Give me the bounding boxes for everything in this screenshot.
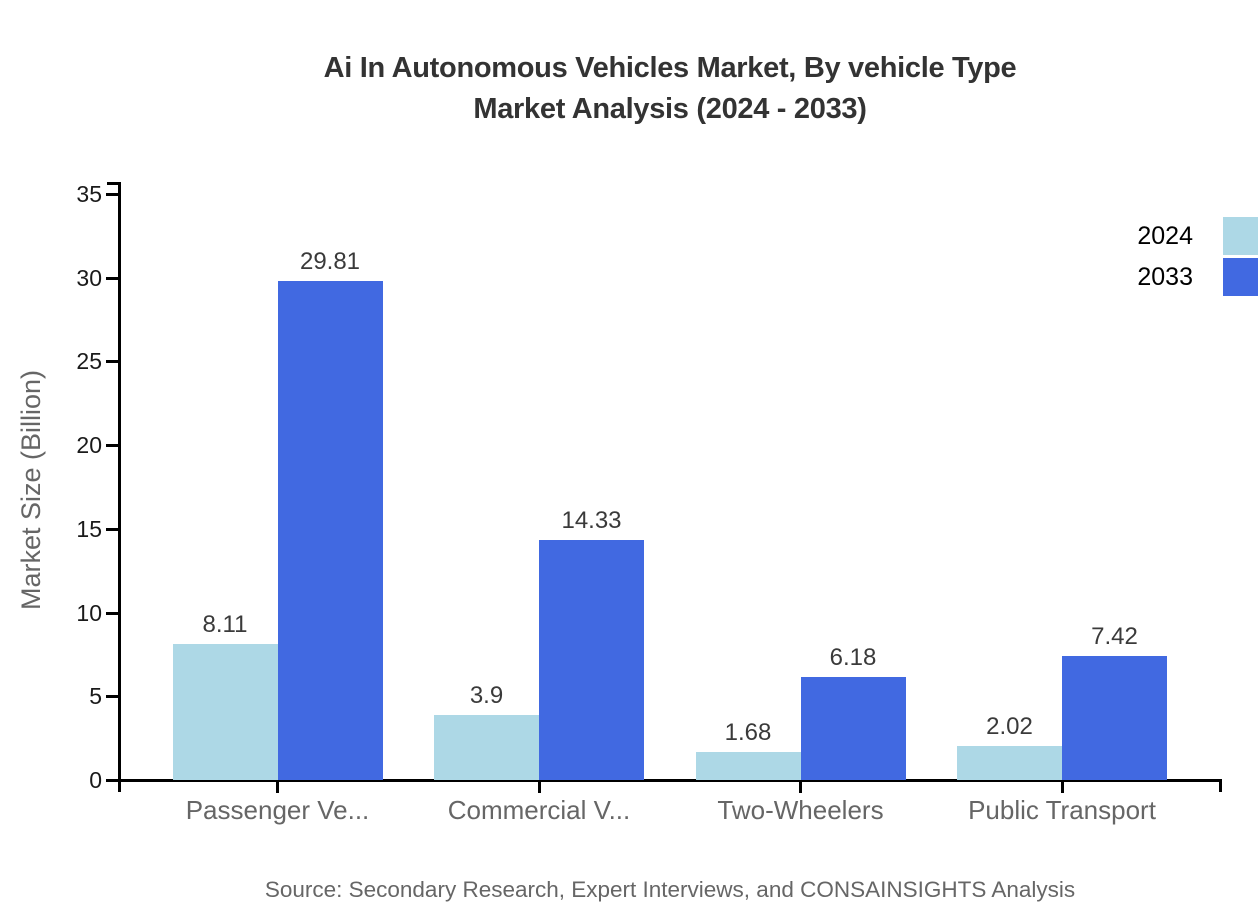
bar-2024 <box>172 644 278 780</box>
bar-2024 <box>695 751 801 780</box>
bar-2033 <box>277 280 383 780</box>
bar-2033 <box>539 540 644 780</box>
x-tick-mark <box>1060 781 1064 793</box>
y-tick-label: 20 <box>76 432 102 459</box>
chart-title: Ai In Autonomous Vehicles Market, By veh… <box>323 52 1017 84</box>
bar-2033 <box>1062 655 1167 780</box>
bar-2033 <box>800 676 906 780</box>
x-axis-outer-tick-right <box>1219 779 1222 792</box>
bar-2024 <box>957 746 1062 780</box>
x-category-label: Two-Wheelers <box>717 795 884 825</box>
y-tick-label: 15 <box>76 515 102 542</box>
bar-value-label: 6.18 <box>829 643 877 671</box>
y-tick-label: 10 <box>76 599 102 626</box>
y-tick-mark <box>106 527 119 531</box>
y-tick-label: 30 <box>76 264 102 291</box>
y-tick-mark <box>106 695 119 699</box>
y-tick-label: 35 <box>76 181 102 207</box>
legend-label: 2033 <box>1137 262 1193 291</box>
bar-value-label: 29.81 <box>299 247 361 275</box>
y-tick-mark <box>106 779 119 782</box>
y-tick-mark <box>106 276 119 280</box>
y-tick-label: 0 <box>89 767 102 793</box>
chart-subtitle: Market Analysis (2024 - 2033) <box>473 93 867 125</box>
x-axis-line <box>118 779 1222 782</box>
x-category-label: Passenger Ve... <box>185 795 370 825</box>
y-tick-mark <box>106 360 119 364</box>
source-note: Source: Secondary Research, Expert Inter… <box>264 877 1076 902</box>
y-tick-label: 25 <box>76 348 102 375</box>
x-axis-outer-tick-left <box>118 779 121 792</box>
y-tick-mark <box>106 611 119 615</box>
x-category-label: Commercial V... <box>447 795 631 825</box>
bar-value-label: 14.33 <box>561 507 622 535</box>
bar-value-label: 1.68 <box>724 718 772 746</box>
x-tick-mark <box>799 781 802 793</box>
legend-swatch-icon <box>1223 217 1258 255</box>
legend-swatch-icon <box>1223 258 1258 296</box>
y-tick-mark <box>106 444 119 448</box>
bar-value-label: 8.11 <box>202 611 248 639</box>
x-tick-mark <box>276 781 279 793</box>
y-axis-top-cap <box>107 182 119 185</box>
bar-2024 <box>434 714 539 780</box>
bar-value-label: 7.42 <box>1091 622 1138 650</box>
y-tick-mark <box>106 193 119 196</box>
x-category-label: Public Transport <box>968 795 1156 825</box>
y-axis-line <box>118 182 121 781</box>
legend-label: 2024 <box>1137 221 1193 250</box>
bar-value-label: 3.9 <box>469 681 504 709</box>
x-tick-mark <box>537 781 541 793</box>
legend-item-2033: 2033 <box>1137 258 1260 296</box>
legend: 2024 2033 <box>1137 217 1260 296</box>
bar-value-label: 2.02 <box>986 713 1033 741</box>
legend-item-2024: 2024 <box>1137 217 1260 255</box>
y-tick-label: 5 <box>89 683 102 710</box>
